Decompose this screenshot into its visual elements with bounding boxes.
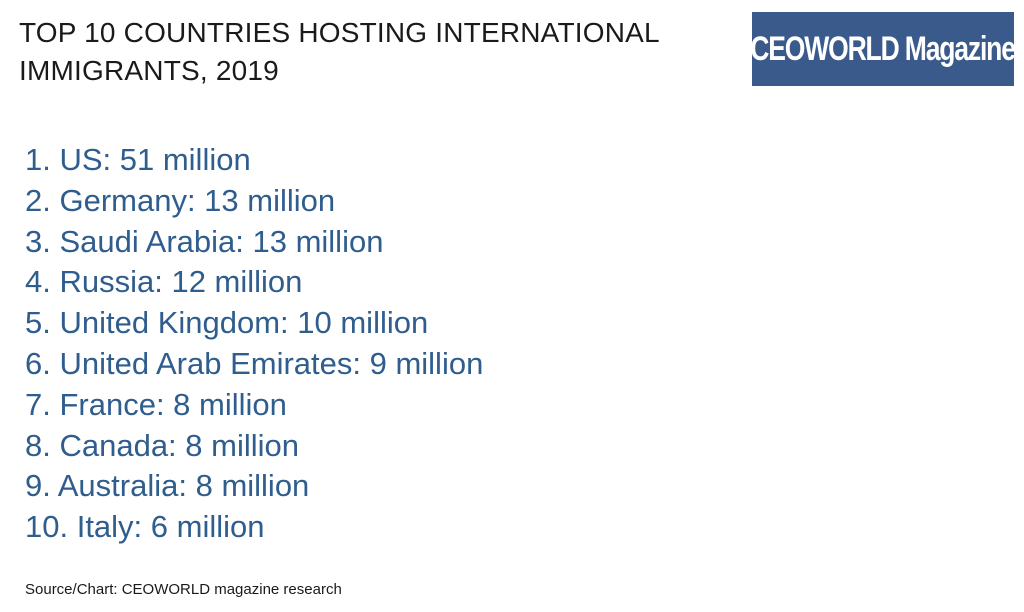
logo-text: CEOWORLD Magazine bbox=[750, 29, 1017, 68]
list-item: 9. Australia: 8 million bbox=[25, 468, 310, 504]
list-item: 4. Russia: 12 million bbox=[25, 264, 303, 300]
page-title: TOP 10 COUNTRIES HOSTING INTERNATIONAL I… bbox=[19, 14, 739, 90]
list-item: 6. United Arab Emirates: 9 million bbox=[25, 345, 484, 381]
list-item: 8. Canada: 8 million bbox=[25, 427, 299, 463]
list-item: 2. Germany: 13 million bbox=[25, 182, 336, 218]
source-note: Source/Chart: CEOWORLD magazine research bbox=[25, 581, 342, 598]
ceoworld-logo: CEOWORLD Magazine bbox=[750, 12, 1017, 86]
list-item: 5. United Kingdom: 10 million bbox=[25, 305, 429, 341]
title-line-2: IMMIGRANTS, 2019 bbox=[19, 55, 279, 86]
list-item: 3. Saudi Arabia: 13 million bbox=[25, 223, 384, 259]
ranking-list: 1. US: 51 million 2. Germany: 13 million… bbox=[25, 140, 483, 548]
list-item: 7. France: 8 million bbox=[25, 386, 287, 422]
list-item: 10. Italy: 6 million bbox=[25, 509, 265, 545]
list-item: 1. US: 51 million bbox=[25, 142, 251, 177]
title-line-1: TOP 10 COUNTRIES HOSTING INTERNATIONAL bbox=[19, 17, 660, 48]
